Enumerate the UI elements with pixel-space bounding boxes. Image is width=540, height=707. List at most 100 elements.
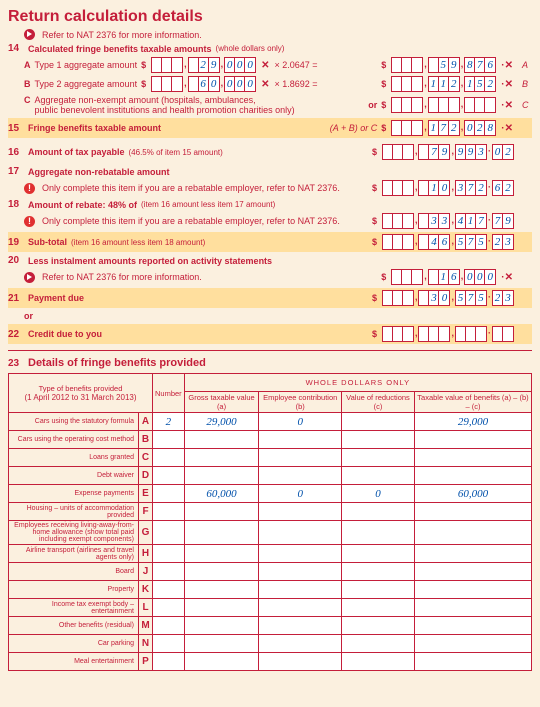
table-row: Income tax exempt body – entertainmentL — [9, 599, 532, 617]
dollar-sign: $ — [141, 79, 146, 89]
item-14-b: B Type 2 aggregate amount $ ,60,000 ✕ × … — [24, 76, 532, 92]
value-cell — [259, 617, 342, 635]
value-cell — [414, 521, 531, 545]
benefits-table: Type of benefits provided (1 April 2012 … — [8, 373, 532, 671]
row-letter: F — [139, 503, 153, 521]
item-20: 20 Less instalment amounts reported on a… — [8, 255, 532, 266]
value-cell — [259, 449, 342, 467]
value-cell — [153, 545, 185, 563]
benefit-label: Expense payments — [9, 485, 139, 503]
col-letter: A — [522, 60, 532, 70]
dollar-sign: $ — [381, 79, 386, 89]
value-cell — [259, 653, 342, 671]
benefit-label: Loans granted — [9, 449, 139, 467]
divider — [8, 350, 532, 351]
row-letter: N — [139, 635, 153, 653]
value-cell — [342, 449, 415, 467]
amount-out: ,30,575·23 — [382, 290, 514, 306]
value-cell — [259, 503, 342, 521]
col-c-header: Value of reductions (c) — [342, 392, 415, 413]
col-a-header: Gross taxable value (a) — [184, 392, 259, 413]
benefit-label: Other benefits (residual) — [9, 617, 139, 635]
value-cell — [153, 563, 185, 581]
x-icon: ·✕ — [501, 100, 513, 111]
value-cell — [153, 521, 185, 545]
item-15: 15 Fringe benefits taxable amount (A + B… — [8, 118, 532, 138]
item-19: 19 Sub-total (item 16 amount less item 1… — [8, 232, 532, 252]
value-cell — [153, 635, 185, 653]
item-label: Fringe benefits taxable amount — [28, 123, 161, 133]
item-18: 18 Amount of rebate: 48% of (item 16 amo… — [8, 199, 532, 210]
value-cell: 29,000 — [184, 413, 259, 431]
amount-out: ,33,417·79 — [382, 213, 514, 229]
value-cell — [414, 581, 531, 599]
value-cell — [184, 503, 259, 521]
dollar-sign: $ — [372, 329, 377, 339]
amount-out: ,79,993·02 — [382, 144, 514, 160]
value-cell — [259, 467, 342, 485]
value-cell — [259, 563, 342, 581]
value-cell — [259, 431, 342, 449]
value-cell — [414, 617, 531, 635]
value-cell — [184, 653, 259, 671]
refer-line: Refer to NAT 2376 for more information. — [24, 29, 532, 40]
value-cell: 0 — [259, 413, 342, 431]
sub-label: Type 2 aggregate amount — [35, 79, 138, 89]
value-cell — [342, 653, 415, 671]
amount-out: ,112,152 — [391, 76, 496, 92]
value-cell: 2 — [153, 413, 185, 431]
item-17: 17 Aggregate non-rebatable amount — [8, 166, 532, 177]
table-row: Cars using the statutory formulaA229,000… — [9, 413, 532, 431]
x-icon: ✕ — [261, 60, 269, 71]
x-icon: ·✕ — [501, 79, 513, 90]
item-17-note: ! Only complete this item if you are a r… — [24, 180, 532, 196]
dollar-sign: $ — [381, 60, 386, 70]
or-text: or — [368, 100, 377, 110]
benefit-label: Employees receiving living-away-from-hom… — [9, 521, 139, 545]
item-label: Credit due to you — [28, 329, 102, 339]
dollar-sign: $ — [381, 123, 386, 133]
value-cell — [414, 563, 531, 581]
item-number: 17 — [8, 166, 24, 177]
value-cell — [153, 581, 185, 599]
item-label: Less instalment amounts reported on acti… — [28, 256, 272, 266]
item-number: 18 — [8, 199, 24, 210]
value-cell — [259, 635, 342, 653]
value-cell — [259, 581, 342, 599]
table-row: Meal entertainmentP — [9, 653, 532, 671]
whole-dollars-header: WHOLE DOLLARS ONLY — [184, 374, 531, 392]
value-cell — [259, 545, 342, 563]
value-cell — [342, 599, 415, 617]
amount-out: ,16,000 — [391, 269, 496, 285]
value-cell — [414, 431, 531, 449]
item-number: 15 — [8, 123, 24, 134]
bang-icon: ! — [24, 216, 35, 227]
dollar-sign: $ — [381, 272, 386, 282]
sub-letter: B — [24, 79, 31, 89]
value-cell — [153, 599, 185, 617]
value-cell — [342, 521, 415, 545]
sub-label-2: public benevolent institutions and healt… — [35, 105, 365, 115]
amount-out: ,46,575·23 — [382, 234, 514, 250]
col-letter: B — [522, 79, 532, 89]
note-text: Only complete this item if you are a reb… — [42, 183, 340, 193]
or-line: or — [24, 311, 532, 321]
value-cell — [184, 581, 259, 599]
item-16: 16 Amount of tax payable (46.5% of item … — [8, 144, 532, 160]
item-21: 21 Payment due $ ,30,575·23 — [8, 288, 532, 308]
item-number: 22 — [8, 329, 24, 340]
multiplier: × 1.8692 = — [275, 79, 318, 89]
value-cell — [342, 635, 415, 653]
section-title: Return calculation details — [8, 8, 532, 26]
or-text: or — [24, 311, 33, 321]
row-letter: D — [139, 467, 153, 485]
table-row: PropertyK — [9, 581, 532, 599]
value-cell — [342, 581, 415, 599]
value-cell: 0 — [259, 485, 342, 503]
item-number: 21 — [8, 293, 24, 304]
sub-letter: A — [24, 60, 31, 70]
benefit-label: Debt waiver — [9, 467, 139, 485]
value-cell: 60,000 — [184, 485, 259, 503]
table-row: Cars using the operating cost methodB — [9, 431, 532, 449]
value-cell — [184, 617, 259, 635]
